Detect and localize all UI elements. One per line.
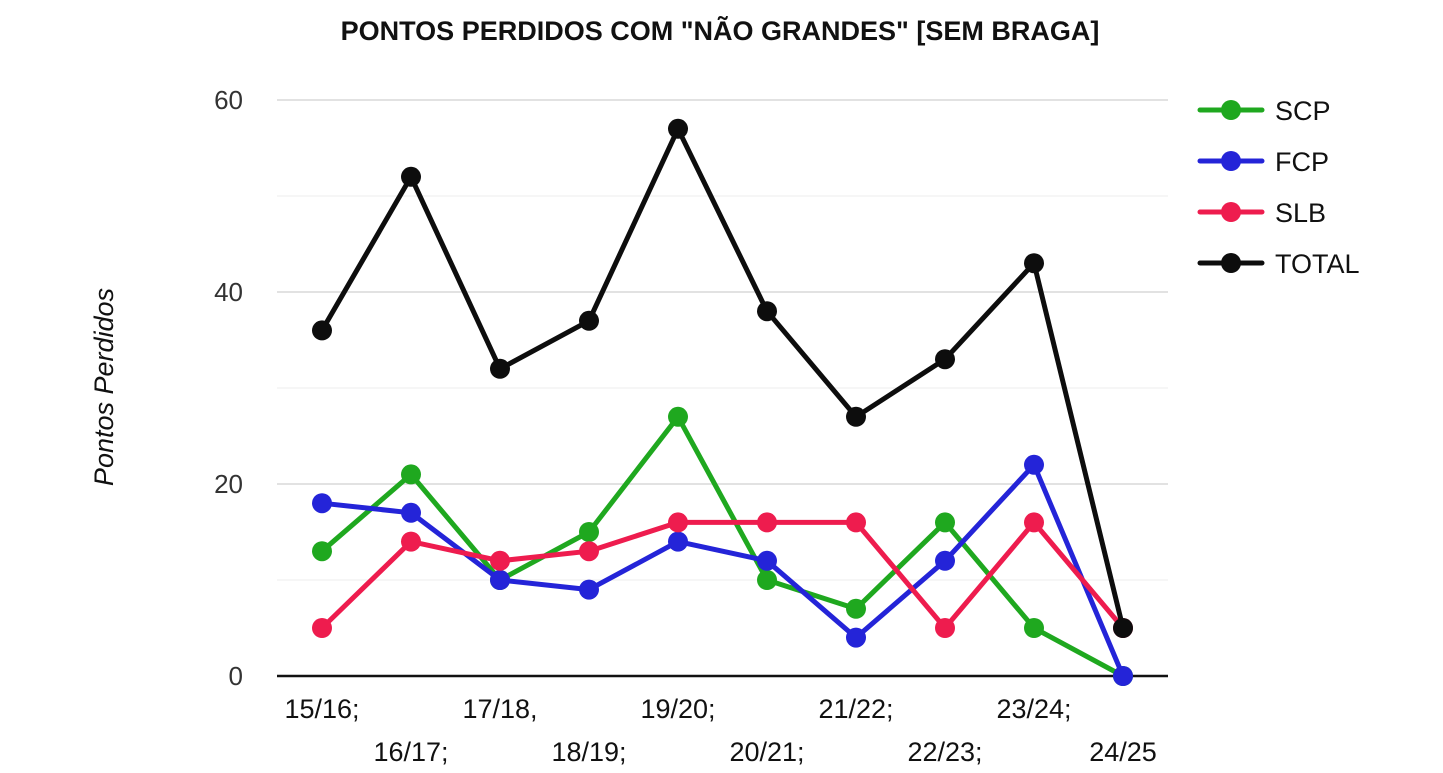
data-point-slb: [935, 618, 955, 638]
data-point-fcp: [579, 579, 599, 600]
legend-item-scp: SCP: [1197, 96, 1331, 126]
data-point-scp: [401, 464, 421, 485]
data-point-scp: [312, 541, 332, 562]
data-point-total: [1113, 618, 1133, 638]
data-point-fcp: [1113, 666, 1133, 686]
data-point-total: [668, 118, 688, 139]
y-tick-label: 60: [214, 85, 243, 115]
data-point-slb: [490, 550, 510, 571]
data-point-slb: [1024, 512, 1044, 533]
x-tick-label: 15/16;: [284, 694, 359, 724]
x-tick-label: 24/25: [1089, 737, 1157, 767]
data-point-scp: [846, 598, 866, 619]
legend-item-fcp: FCP: [1197, 147, 1329, 177]
legend-label: FCP: [1275, 147, 1329, 177]
data-point-total: [401, 166, 421, 187]
series-line-fcp: [319, 462, 1126, 679]
x-tick-label: 23/24;: [996, 694, 1071, 724]
y-axis-label: Pontos Perdidos: [89, 288, 119, 486]
legend-swatch-marker: [1221, 100, 1241, 120]
y-tick-label: 0: [229, 661, 243, 691]
legend-swatch-marker: [1221, 202, 1241, 222]
x-tick-label: 18/19;: [551, 737, 626, 767]
data-point-fcp: [401, 502, 421, 523]
legend: SCP FCP SLB TOTAL: [1197, 96, 1360, 279]
legend-swatch-marker: [1221, 253, 1241, 273]
series-slb: [312, 512, 1133, 638]
chart-title: PONTOS PERDIDOS COM "NÃO GRANDES" [SEM B…: [341, 15, 1100, 46]
y-tick-label: 40: [214, 277, 243, 307]
data-point-total: [846, 406, 866, 427]
data-point-fcp: [1024, 454, 1044, 475]
data-point-fcp: [312, 493, 332, 514]
data-point-total: [312, 320, 332, 341]
legend-label: SCP: [1275, 96, 1331, 126]
x-tick-label: 20/21;: [729, 737, 804, 767]
x-tick-label: 21/22;: [818, 694, 893, 724]
data-point-slb: [312, 618, 332, 638]
series-line-slb: [319, 519, 1126, 631]
legend-item-slb: SLB: [1197, 198, 1326, 228]
data-point-slb: [579, 541, 599, 562]
x-tick-label: 16/17;: [373, 737, 448, 767]
data-point-fcp: [935, 550, 955, 571]
data-point-scp: [579, 522, 599, 542]
series-lines: [312, 118, 1133, 686]
data-point-total: [757, 301, 777, 322]
data-point-scp: [1024, 618, 1044, 638]
tick-labels: 0 20 40 60 15/16; 16/17; 17/18, 18/19; 19/20; 20/…: [214, 85, 1157, 767]
series-line-total: [319, 126, 1126, 631]
data-point-slb: [401, 531, 421, 552]
data-point-scp: [668, 406, 688, 427]
series-fcp: [312, 454, 1133, 686]
x-tick-label: 22/23;: [907, 737, 982, 767]
data-point-fcp: [846, 627, 866, 648]
data-point-scp: [935, 512, 955, 533]
series-total: [312, 118, 1133, 638]
data-point-fcp: [668, 531, 688, 552]
legend-label: TOTAL: [1275, 249, 1360, 279]
data-point-scp: [757, 570, 777, 590]
data-point-slb: [668, 512, 688, 533]
legend-swatch-marker: [1221, 151, 1241, 171]
data-point-total: [1024, 253, 1044, 274]
grid-lines: [277, 99, 1168, 581]
data-point-fcp: [757, 550, 777, 571]
data-point-total: [935, 349, 955, 370]
x-tick-label: 17/18,: [462, 694, 537, 724]
data-point-total: [490, 358, 510, 379]
legend-label: SLB: [1275, 198, 1326, 228]
data-point-fcp: [490, 570, 510, 590]
data-point-slb: [757, 512, 777, 533]
y-tick-label: 20: [214, 469, 243, 499]
data-point-total: [579, 310, 599, 331]
legend-item-total: TOTAL: [1197, 249, 1360, 279]
data-point-slb: [846, 512, 866, 533]
x-tick-label: 19/20;: [640, 694, 715, 724]
